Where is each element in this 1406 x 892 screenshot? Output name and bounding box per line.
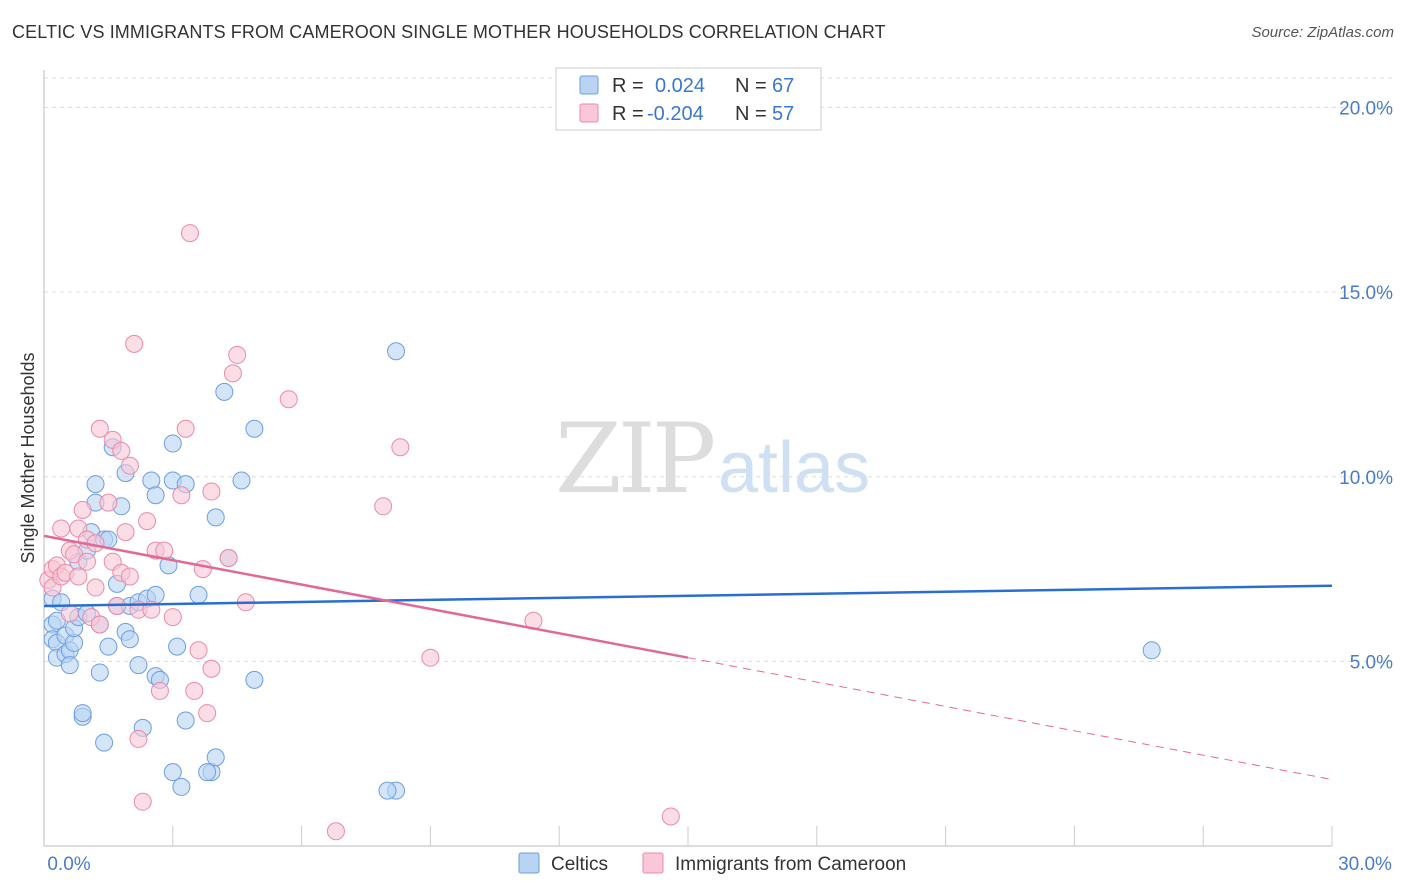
celtics-point bbox=[176, 711, 195, 730]
cameroon-point bbox=[421, 648, 440, 667]
y-axis-label: Single Mother Households bbox=[18, 352, 38, 563]
x-tick-label-max: 30.0% bbox=[1338, 854, 1392, 875]
celtics-point bbox=[387, 342, 406, 361]
celtics-series-swatch bbox=[518, 852, 540, 874]
celtics-point bbox=[99, 637, 118, 656]
cameroon-point bbox=[326, 822, 345, 841]
cameroon-point bbox=[163, 608, 182, 627]
celtics-point bbox=[86, 475, 105, 494]
celtics-trend-line bbox=[43, 584, 1333, 608]
x-tick-label-min: 0.0% bbox=[47, 854, 90, 875]
y-tick-label: 15.0% bbox=[1339, 283, 1393, 304]
cameroon-point bbox=[133, 792, 152, 811]
celtics-point bbox=[60, 656, 79, 675]
cameroon-point bbox=[172, 486, 191, 505]
x-tick-marks bbox=[172, 826, 1333, 846]
cameroon-series-swatch bbox=[642, 852, 664, 874]
cameroon-point bbox=[73, 501, 92, 519]
cameroon-legend-swatch bbox=[579, 103, 599, 123]
cameroon-point bbox=[77, 552, 96, 571]
celtics-legend-swatch bbox=[579, 75, 599, 95]
celtics-point bbox=[378, 781, 397, 800]
celtics-point bbox=[206, 508, 225, 527]
cameroon-point bbox=[176, 419, 195, 438]
cameroon-point bbox=[120, 567, 139, 586]
celtics-point bbox=[163, 434, 182, 453]
celtics-point bbox=[245, 670, 264, 689]
celtics-point bbox=[163, 763, 182, 782]
celtics-point bbox=[215, 382, 234, 401]
trend-lines bbox=[43, 534, 1333, 781]
cameroon-n-label: N = bbox=[735, 103, 767, 125]
cameroon-point bbox=[90, 615, 109, 634]
cameroon-point bbox=[202, 482, 221, 501]
celtics-point bbox=[129, 656, 148, 675]
celtics-n-label: N = bbox=[735, 75, 767, 97]
watermark-zip: ZIP bbox=[555, 403, 714, 515]
celtics-point bbox=[189, 585, 208, 604]
celtics-point bbox=[73, 704, 92, 723]
cameroon-point bbox=[86, 578, 105, 597]
cameroon-r-label: R = bbox=[612, 103, 644, 125]
cameroon-point bbox=[116, 523, 135, 542]
cameroon-point bbox=[120, 456, 139, 475]
stats-legend-box bbox=[555, 67, 822, 131]
cameroon-point bbox=[60, 604, 79, 623]
cameroon-n-value: 57 bbox=[772, 103, 794, 125]
cameroon-trend-line-extension bbox=[687, 657, 1333, 781]
celtics-point bbox=[206, 748, 225, 767]
cameroon-point bbox=[193, 560, 212, 579]
cameroon-point bbox=[138, 512, 157, 531]
y-tick-label: 10.0% bbox=[1339, 468, 1393, 489]
cameroon-point bbox=[223, 364, 242, 383]
cameroon-point bbox=[112, 441, 131, 460]
y-tick-label: 5.0% bbox=[1350, 652, 1393, 673]
cameroon-point bbox=[228, 345, 247, 364]
chart-title: CELTIC VS IMMIGRANTS FROM CAMEROON SINGL… bbox=[12, 22, 886, 42]
cameroon-r-value: -0.204 bbox=[647, 103, 704, 125]
cameroon-point bbox=[198, 704, 217, 723]
celtics-point bbox=[168, 637, 187, 656]
y-tick-label: 20.0% bbox=[1339, 99, 1393, 120]
cameroon-point bbox=[180, 224, 199, 243]
watermark-atlas: atlas bbox=[718, 428, 870, 508]
celtics-point bbox=[172, 777, 191, 796]
celtics-point bbox=[146, 486, 165, 505]
y-tick-labels: 5.0% 10.0% 15.0% 20.0% bbox=[1339, 99, 1393, 674]
cameroon-point bbox=[202, 659, 221, 678]
cameroon-point bbox=[219, 549, 238, 567]
series-legend: Celtics Immigrants from Cameroon bbox=[518, 852, 906, 875]
cameroon-point bbox=[99, 493, 118, 512]
cameroon-trend-line bbox=[43, 534, 689, 659]
cameroon-point bbox=[90, 419, 109, 438]
cameroon-point bbox=[374, 497, 393, 516]
celtics-point bbox=[120, 630, 139, 649]
cameroon-point bbox=[69, 567, 88, 586]
cameroon-point bbox=[150, 681, 169, 700]
celtics-n-value: 67 bbox=[772, 75, 794, 97]
cameroon-point bbox=[661, 807, 680, 826]
cameroon-points bbox=[39, 224, 680, 841]
celtics-point bbox=[245, 419, 264, 438]
cameroon-series-label: Immigrants from Cameroon bbox=[675, 854, 906, 875]
celtics-point bbox=[198, 763, 217, 782]
cameroon-point bbox=[279, 390, 298, 409]
cameroon-point bbox=[129, 729, 148, 748]
cameroon-point bbox=[391, 438, 410, 457]
cameroon-point bbox=[185, 681, 204, 700]
cameroon-point bbox=[125, 334, 144, 353]
celtics-point bbox=[95, 733, 114, 752]
stats-legend: R = 0.024 N = 67 R = -0.204 N = 57 bbox=[555, 67, 822, 131]
cameroon-point bbox=[189, 641, 208, 660]
cameroon-point bbox=[52, 519, 71, 538]
celtics-series-label: Celtics bbox=[551, 854, 608, 875]
celtics-r-value: 0.024 bbox=[655, 75, 705, 97]
source-label: Source: ZipAtlas.com bbox=[1251, 24, 1394, 41]
celtics-r-label: R = bbox=[612, 75, 644, 97]
celtics-point bbox=[90, 663, 109, 682]
celtics-point bbox=[1142, 641, 1161, 660]
celtics-point bbox=[232, 471, 251, 490]
